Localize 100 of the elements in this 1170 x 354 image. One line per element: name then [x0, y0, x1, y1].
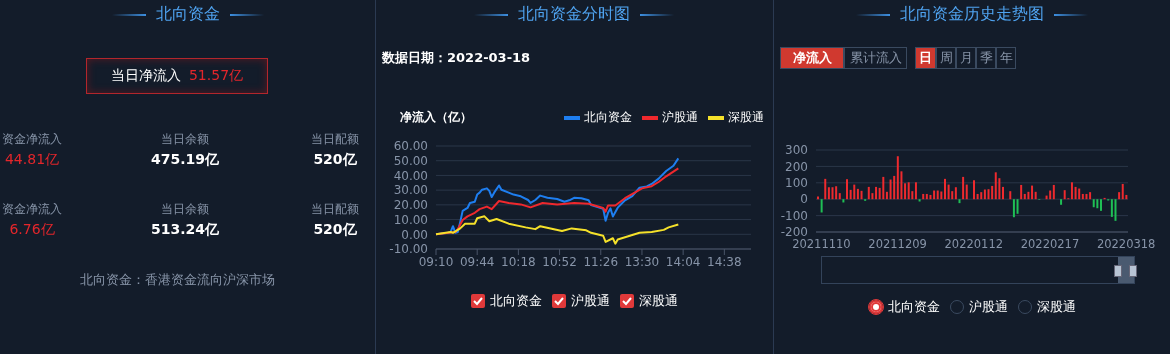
bar: [835, 186, 838, 200]
bar: [856, 188, 859, 200]
x-tick-label: 10:52: [542, 254, 577, 269]
text: 累计流入: [844, 47, 907, 69]
y-tick-label: 20.00: [393, 198, 428, 213]
bar: [867, 186, 870, 200]
x-tick-label: 20220318: [1096, 237, 1156, 252]
bar: [940, 191, 943, 200]
bar: [885, 191, 888, 200]
y-tick-label: 40.00: [393, 168, 428, 183]
bar: [914, 182, 917, 200]
bar: [907, 182, 910, 200]
bar: [947, 184, 950, 200]
text: 资金净流入: [1, 132, 63, 147]
bar: [1063, 190, 1066, 200]
bar: [853, 184, 856, 200]
line-series: [435, 215, 680, 245]
text: 当日配额: [310, 202, 360, 217]
bar: [933, 190, 936, 200]
bar: [820, 199, 823, 213]
bar: [922, 193, 925, 200]
x-tick-label: 13:30: [624, 254, 660, 269]
bar: [973, 180, 975, 200]
legend-label: 北向资金: [583, 110, 632, 125]
text: 数据日期：2022-03-18: [382, 49, 531, 67]
bar: [1085, 193, 1088, 200]
text: 北向资金：香港资金流向沪深市场: [79, 272, 276, 289]
bar: [991, 185, 994, 200]
y-tick-label: -10.00: [389, 242, 428, 257]
text: 北向资金: [155, 4, 220, 25]
bar: [1114, 199, 1117, 221]
bar: [893, 175, 896, 200]
bar: [896, 156, 899, 200]
bar: [1118, 192, 1121, 200]
bar: [1016, 199, 1019, 214]
bar: [965, 184, 968, 200]
x-tick-label: 10:18: [501, 254, 536, 269]
y-tick-label: 30.00: [393, 183, 428, 198]
y-tick-label: 10.00: [393, 212, 428, 227]
text: 北向资金: [489, 293, 542, 308]
bar: [1074, 186, 1077, 200]
bar: [824, 178, 827, 200]
bar: [849, 189, 852, 200]
bar: [1020, 184, 1023, 200]
bar: [1052, 184, 1055, 200]
bar: [904, 183, 907, 200]
bar: [983, 189, 986, 200]
bar: [831, 187, 834, 200]
bar: [1096, 199, 1099, 209]
y-tick-label: 50.00: [393, 153, 428, 168]
text: 当日配额: [310, 132, 360, 147]
y-tick-label: -200: [780, 225, 808, 240]
bar: [943, 178, 946, 200]
bar: [827, 187, 830, 200]
chart-title: 北向资金分时图: [518, 4, 630, 25]
bar: [1089, 192, 1092, 200]
bar: [1110, 199, 1113, 217]
text: 513.24亿: [150, 221, 220, 239]
y-tick-label: 60.00: [393, 139, 428, 154]
text: 475.19亿: [150, 151, 220, 169]
legend-label: 沪股通: [661, 110, 698, 125]
text: 资金净流入: [1, 202, 63, 217]
text: 月: [956, 47, 976, 69]
x-tick-label: 11:26: [583, 254, 619, 269]
y-tick-label: 200: [785, 159, 808, 174]
text: 年: [996, 47, 1016, 69]
bar: [954, 187, 957, 200]
text: 520亿: [312, 151, 358, 169]
y-tick-label: 0: [800, 192, 808, 207]
bar: [1027, 191, 1030, 200]
bar: [889, 179, 892, 200]
bar: [958, 199, 961, 204]
x-tick-label: 09:10: [418, 254, 454, 269]
y-tick-label: 300: [785, 143, 808, 158]
x-tick-label: 20220112: [944, 237, 1004, 252]
bar: [1012, 199, 1015, 218]
bar: [1070, 182, 1073, 200]
bar: [1078, 188, 1081, 200]
bar: [860, 190, 863, 200]
bar: [1099, 199, 1102, 211]
bar: [987, 189, 990, 200]
legend-label: 深股通: [727, 110, 764, 125]
text: 沪股通: [967, 298, 1008, 316]
text: 季: [976, 47, 996, 69]
x-tick-label: 20211110: [792, 237, 851, 252]
bar: [882, 176, 885, 200]
bar: [994, 172, 997, 200]
text: 6.76亿: [8, 221, 56, 239]
bar: [1031, 185, 1034, 200]
y-axis-title: 净流入（亿）: [400, 110, 472, 125]
bar: [1121, 183, 1124, 200]
text: 周: [936, 47, 956, 69]
text: 北向资金: [886, 298, 940, 316]
x-tick-label: 09:44: [459, 254, 495, 269]
bar: [962, 176, 965, 200]
text: 净流入: [780, 47, 844, 69]
x-tick-label: 14:38: [707, 254, 742, 269]
bar: [980, 192, 983, 200]
text: 日: [915, 47, 936, 69]
y-tick-label: 0.00: [401, 227, 428, 242]
